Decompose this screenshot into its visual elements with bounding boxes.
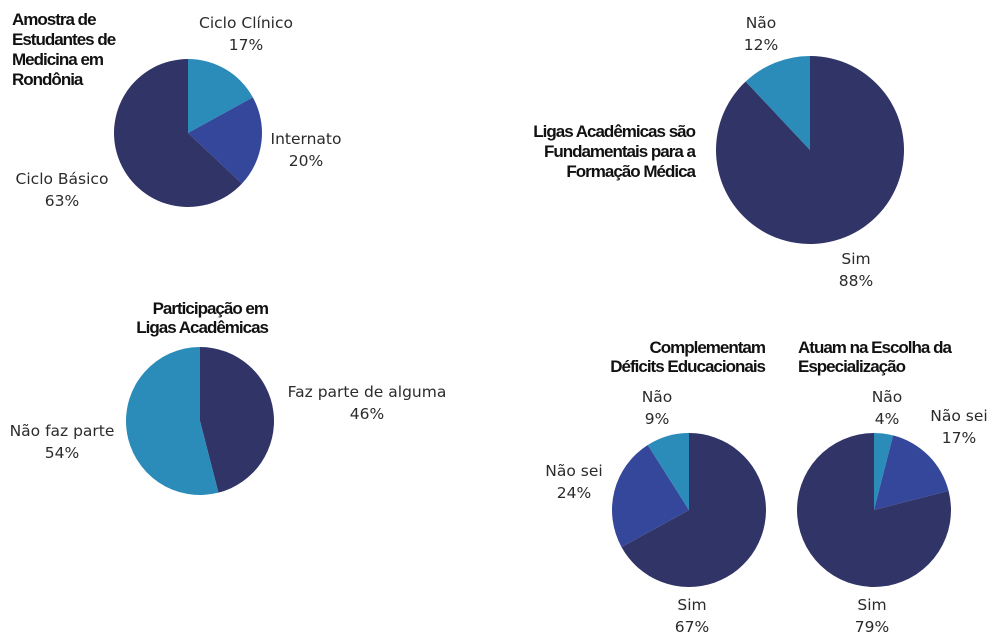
chart-title-line: Complementam xyxy=(649,338,765,357)
slice-percent: 88% xyxy=(839,272,873,290)
slice-label: Não faz parte xyxy=(10,422,115,440)
pie-slice xyxy=(126,347,219,495)
chart-title-line: Ligas Acadêmicas são xyxy=(533,122,695,141)
slice-label: Internato xyxy=(271,130,342,148)
pie-slice xyxy=(200,347,274,493)
slice-percent: 54% xyxy=(45,444,79,462)
slice-label: Sim xyxy=(677,596,706,614)
chart-title-line: Ligas Acadêmicas xyxy=(136,318,268,337)
chart-title-line: Especialização xyxy=(798,357,906,376)
pie-slice xyxy=(114,59,242,207)
slice-label: Não xyxy=(642,388,673,406)
slice-percent: 12% xyxy=(744,36,778,54)
pie-slice xyxy=(612,444,689,548)
chart-title-line: Fundamentais para a xyxy=(544,142,697,161)
slice-percent: 46% xyxy=(350,405,384,423)
pie-slice xyxy=(188,59,253,133)
pie-slice xyxy=(797,433,952,588)
slice-label: Faz parte de alguma xyxy=(288,383,447,401)
chart-title-line: Atuam na Escolha da xyxy=(798,338,952,357)
slice-label: Não sei xyxy=(930,407,987,425)
chart-title-line: Participação em xyxy=(153,299,269,318)
slice-label: Não xyxy=(746,14,777,32)
slice-label: Sim xyxy=(841,250,870,268)
slice-label: Não sei xyxy=(545,462,602,480)
slice-label: Sim xyxy=(857,596,886,614)
chart-title-line: Rondônia xyxy=(12,70,84,89)
slice-percent: 17% xyxy=(942,429,976,447)
slice-percent: 17% xyxy=(229,36,263,54)
pie-slice xyxy=(745,56,810,150)
chart-title-line: Déficits Educacionais xyxy=(610,357,765,376)
pie-slice xyxy=(647,433,689,510)
slice-label: Ciclo Básico xyxy=(16,170,109,188)
slice-label: Ciclo Clínico xyxy=(199,14,293,32)
slice-percent: 79% xyxy=(855,618,889,636)
pie-slice xyxy=(874,433,894,510)
pie-slice xyxy=(621,433,767,587)
slice-percent: 24% xyxy=(557,484,591,502)
slice-label: Não xyxy=(872,388,903,406)
pie-slice xyxy=(874,435,949,510)
slice-percent: 63% xyxy=(45,192,79,210)
chart-title-line: Medicina em xyxy=(12,50,104,69)
slice-percent: 20% xyxy=(289,152,323,170)
chart-title-line: Estudantes de xyxy=(12,30,116,49)
slice-percent: 9% xyxy=(645,410,670,428)
chart-title-line: Formação Médica xyxy=(566,162,696,181)
pie-slice xyxy=(188,97,262,184)
slice-percent: 67% xyxy=(675,618,709,636)
slice-percent: 4% xyxy=(875,410,900,428)
chart-title-line: Amostra de xyxy=(12,10,96,29)
